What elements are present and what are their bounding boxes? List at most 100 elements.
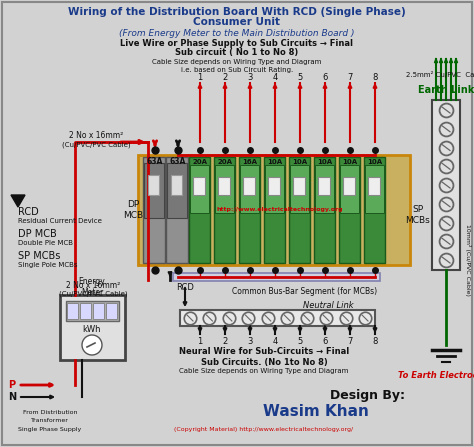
Bar [193, 177, 205, 195]
Text: 10A: 10A [292, 159, 308, 165]
Text: 10A: 10A [267, 159, 283, 165]
Text: i.e. based on Sub Circuit Rating.: i.e. based on Sub Circuit Rating. [181, 67, 293, 73]
Text: Consumer Unit: Consumer Unit [193, 17, 281, 27]
Text: 5: 5 [297, 337, 302, 346]
Bar [66, 301, 119, 321]
Text: Sub circuit ( No 1 to No 8): Sub circuit ( No 1 to No 8) [175, 49, 299, 58]
Text: DP MCB: DP MCB [18, 229, 57, 239]
Bar [239, 157, 260, 263]
Bar [290, 165, 309, 213]
Text: Neutral Link: Neutral Link [303, 300, 353, 309]
Bar [364, 157, 385, 263]
Text: 2 No x 16mm²: 2 No x 16mm² [69, 131, 123, 140]
Text: 20A: 20A [218, 159, 233, 165]
Bar [343, 177, 355, 195]
Bar [138, 155, 410, 265]
Text: 6: 6 [322, 337, 328, 346]
Bar [293, 177, 305, 195]
Bar [243, 177, 255, 195]
Text: 7: 7 [347, 337, 353, 346]
Text: From Distribution: From Distribution [23, 410, 77, 416]
Text: N: N [8, 392, 16, 402]
Text: Design By:: Design By: [330, 388, 405, 401]
Bar [80, 303, 91, 319]
Text: 1: 1 [197, 73, 202, 83]
Text: 20A: 20A [192, 159, 208, 165]
Text: (Copyright Material) http://www.electricaltechnology.org/: (Copyright Material) http://www.electric… [174, 427, 354, 433]
Text: Live Wire or Phase Supply to Sub Circuits → Final: Live Wire or Phase Supply to Sub Circuit… [120, 39, 354, 49]
Bar [67, 303, 78, 319]
Text: Sub Circuits. (No 1to No 8): Sub Circuits. (No 1to No 8) [201, 358, 328, 367]
Bar [214, 157, 235, 263]
Text: 3: 3 [247, 337, 253, 346]
Text: (Cu/PVC/PVC Cable): (Cu/PVC/PVC Cable) [59, 291, 128, 297]
Text: Residual Current Device: Residual Current Device [18, 218, 102, 224]
Text: Cable Size depends on Wiring Type and Diagram: Cable Size depends on Wiring Type and Di… [179, 368, 349, 374]
Text: http://www.electricaltechnology.org: http://www.electricaltechnology.org [217, 207, 343, 212]
Bar [268, 177, 280, 195]
Bar [60, 295, 125, 360]
Text: SP MCBs: SP MCBs [18, 251, 60, 261]
Bar [173, 273, 380, 281]
Bar [339, 157, 360, 263]
Bar [171, 175, 182, 195]
Circle shape [82, 335, 102, 355]
Text: DP
MCB: DP MCB [123, 200, 143, 219]
Bar [265, 165, 284, 213]
Bar [264, 157, 285, 263]
Text: 10mm² (Cu/PVC Cable): 10mm² (Cu/PVC Cable) [465, 224, 471, 296]
Text: 10A: 10A [318, 159, 333, 165]
Bar [432, 100, 460, 270]
Text: 7: 7 [347, 73, 353, 83]
Bar [289, 157, 310, 263]
Text: Neural Wire for Sub-Circuits → Final: Neural Wire for Sub-Circuits → Final [179, 347, 349, 357]
Text: Energy
Meter: Energy Meter [79, 277, 105, 297]
Bar [144, 163, 164, 218]
Bar [180, 310, 375, 326]
Text: 5: 5 [297, 73, 302, 83]
Bar [365, 165, 384, 213]
Text: Double Ple MCB: Double Ple MCB [18, 240, 73, 246]
Text: SP
MCBs: SP MCBs [406, 205, 430, 225]
Bar [340, 165, 359, 213]
Bar [318, 177, 330, 195]
Text: Earth Link: Earth Link [418, 85, 474, 95]
Text: kWh: kWh [83, 325, 101, 333]
Bar [189, 157, 210, 263]
Text: 2.5mm² Cu/PVC  Cable: 2.5mm² Cu/PVC Cable [407, 72, 474, 79]
Text: 63A: 63A [147, 157, 163, 166]
Text: 8: 8 [372, 337, 378, 346]
Text: Wiring of the Distribution Board With RCD (Single Phase): Wiring of the Distribution Board With RC… [68, 7, 406, 17]
Bar [148, 175, 159, 195]
Text: Cable Size depends on Wiring Type and Diagram: Cable Size depends on Wiring Type and Di… [152, 59, 322, 65]
Bar [215, 165, 234, 213]
Text: 2 No x 16mm²: 2 No x 16mm² [66, 281, 120, 290]
Bar [93, 303, 104, 319]
Text: 4: 4 [273, 73, 278, 83]
Text: Single Phase Supply: Single Phase Supply [18, 426, 82, 431]
Text: To Earth Electrode: To Earth Electrode [398, 371, 474, 380]
Text: 10A: 10A [342, 159, 357, 165]
Text: 16A: 16A [243, 159, 257, 165]
Text: 2: 2 [222, 337, 228, 346]
Bar [190, 165, 209, 213]
Bar [218, 177, 230, 195]
Bar [166, 157, 188, 263]
Text: 6: 6 [322, 73, 328, 83]
Bar [314, 157, 335, 263]
Text: 3: 3 [247, 73, 253, 83]
Text: (From Energy Meter to the Main Distribution Board ): (From Energy Meter to the Main Distribut… [119, 29, 355, 38]
Bar [368, 177, 380, 195]
Text: Single Pole MCBs: Single Pole MCBs [18, 262, 78, 268]
Text: 63A: 63A [170, 157, 186, 166]
Polygon shape [11, 195, 25, 207]
Text: Transformer: Transformer [31, 418, 69, 423]
Text: Common Bus-Bar Segment (for MCBs): Common Bus-Bar Segment (for MCBs) [232, 287, 378, 295]
Text: 8: 8 [372, 73, 378, 83]
Text: Wasim Khan: Wasim Khan [263, 405, 369, 419]
Text: 2: 2 [222, 73, 228, 83]
Text: 4: 4 [273, 337, 278, 346]
Text: (Cu/PVC/PVC Cable): (Cu/PVC/PVC Cable) [62, 142, 130, 148]
Bar [106, 303, 117, 319]
Bar [167, 163, 187, 218]
